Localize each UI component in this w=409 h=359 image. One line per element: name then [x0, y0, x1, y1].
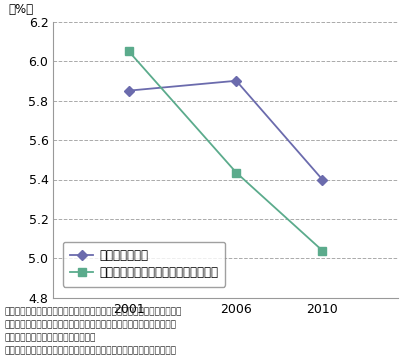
Text: となる金利。中国では多くの銀行が当該金利を参照に金利を設: となる金利。中国では多くの銀行が当該金利を参照に金利を設	[4, 320, 176, 329]
Legend: 貸出し基準金利, 鉄鋼企業の長期借入金の金利（年率）: 貸出し基準金利, 鉄鋼企業の長期借入金の金利（年率）	[63, 242, 225, 286]
Text: 定している、標準的な金利。: 定している、標準的な金利。	[4, 334, 95, 342]
Text: ２．平均金利は、中国上場鉄鋼企業それぞれの、最も借入額が大き: ２．平均金利は、中国上場鉄鋼企業それぞれの、最も借入額が大き	[4, 347, 176, 356]
Text: （%）: （%）	[9, 3, 34, 16]
Text: 備考：１．貸出し基準金利は中国人民銀行が公表している貸出し時の基準: 備考：１．貸出し基準金利は中国人民銀行が公表している貸出し時の基準	[4, 307, 181, 316]
